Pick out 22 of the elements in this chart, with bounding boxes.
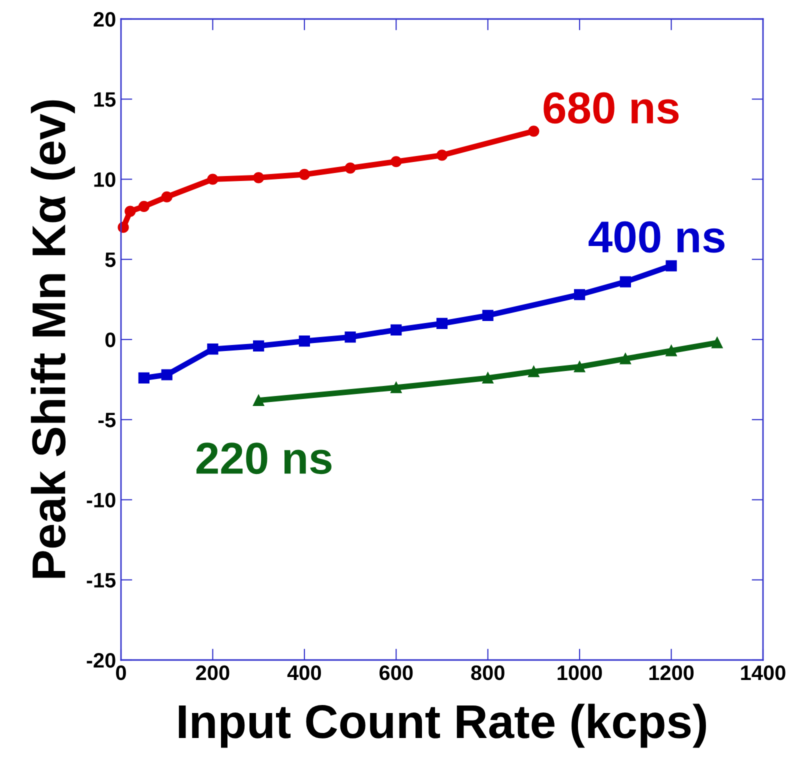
x-tick-label: 0 [116,665,126,680]
series-label: 400 ns [588,221,724,253]
x-tick-label: 400 [287,665,321,680]
y-axis-title: Peak Shift Mn Kα (ev) [30,100,75,578]
series-label: 220 ns [196,442,332,474]
x-axis-title: Input Count Rate (kcps) [178,704,706,748]
series-label: 680 ns [544,92,679,124]
y-tick-label: 5 [105,252,116,268]
x-tick-label: 1200 [649,665,694,680]
y-tick-label: 10 [94,172,116,188]
y-tick-label: 15 [94,92,116,107]
x-tick-label: 200 [196,665,230,680]
x-tick-label: 600 [380,665,413,680]
x-tick-label: 1400 [741,665,786,680]
y-tick-label: -10 [86,492,116,508]
y-tick-label: 0 [105,332,116,348]
y-tick-label: -15 [86,573,116,588]
x-tick-label: 1000 [558,665,602,680]
y-tick-label: -20 [86,653,116,668]
x-tick-label: 800 [471,665,504,680]
y-tick-label: -5 [98,412,116,428]
y-tick-label: 20 [94,12,116,27]
